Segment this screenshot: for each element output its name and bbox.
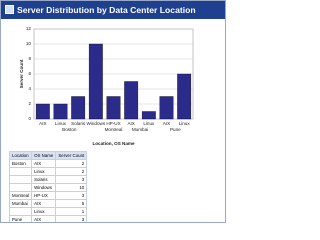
x-group-label: Montreal bbox=[105, 127, 123, 132]
x-group-label: Boston bbox=[62, 127, 77, 132]
table-row: Windows 10 bbox=[8, 183, 88, 192]
bar bbox=[141, 111, 156, 120]
bar bbox=[106, 96, 121, 120]
y-tick-label: 0 bbox=[28, 116, 31, 121]
table-row: Linux 2 bbox=[8, 167, 88, 176]
x-group-label: Pune bbox=[170, 127, 181, 132]
table-cell: Linux bbox=[31, 207, 57, 216]
x-tick-label: HP-UX bbox=[106, 121, 120, 126]
table-cell: 2 bbox=[55, 167, 88, 176]
table-row: Linux 1 bbox=[8, 207, 88, 216]
bar bbox=[124, 81, 139, 120]
table-cell: 3 bbox=[55, 215, 88, 222]
x-tick-label: Linux bbox=[143, 121, 155, 126]
table-cell: Linux bbox=[31, 167, 57, 176]
column-header: Server Count bbox=[55, 151, 88, 160]
y-tick-label: 10 bbox=[26, 41, 32, 46]
table-cell: Mumbai bbox=[8, 199, 33, 208]
chart-title: Server Distribution by Data Center Locat… bbox=[17, 5, 196, 15]
table-row: Montreal HP-UX 3 bbox=[8, 191, 88, 200]
x-group-label: Mumbai bbox=[132, 127, 148, 132]
table-row: Mumbai AIX 5 bbox=[8, 199, 88, 208]
data-table: Location OS Name Server Count Boston AIX 2 Lin… bbox=[8, 151, 88, 222]
table-cell: Boston bbox=[8, 159, 33, 168]
table-cell: 3 bbox=[55, 175, 88, 184]
table-cell: 5 bbox=[55, 199, 88, 208]
table-cell bbox=[8, 175, 33, 184]
y-tick-label: 8 bbox=[28, 56, 31, 61]
table-cell: AIX bbox=[31, 199, 57, 208]
icon bbox=[5, 5, 14, 14]
table-cell: 10 bbox=[55, 183, 88, 192]
table-row: Solaris 3 bbox=[8, 175, 88, 184]
table-cell: AIX bbox=[31, 159, 57, 168]
x-tick-label: AIX bbox=[127, 121, 134, 126]
bar bbox=[88, 43, 103, 120]
table-row: Boston AIX 2 bbox=[8, 159, 88, 168]
x-tick-label: Linux bbox=[55, 121, 67, 126]
x-tick-label: Linux bbox=[179, 121, 191, 126]
table-cell: Montreal bbox=[8, 191, 33, 200]
table-cell bbox=[8, 207, 33, 216]
bar bbox=[35, 103, 50, 120]
column-header: OS Name bbox=[31, 151, 57, 160]
table-cell: Pune bbox=[8, 215, 33, 222]
page: Server Distribution by Data Center Locat… bbox=[0, 0, 226, 223]
table-header: Location OS Name Server Count bbox=[8, 151, 88, 160]
table-cell: 2 bbox=[55, 159, 88, 168]
x-tick-label: AIX bbox=[39, 121, 46, 126]
table-cell: HP-UX bbox=[31, 191, 57, 200]
table-row: Pune AIX 3 bbox=[8, 215, 88, 222]
bar bbox=[53, 103, 68, 120]
table-cell: 3 bbox=[55, 191, 88, 200]
table-cell: AIX bbox=[31, 215, 57, 222]
bar bbox=[71, 96, 86, 120]
x-tick-label: AIX bbox=[163, 121, 170, 126]
title-bar: Server Distribution by Data Center Locat… bbox=[1, 1, 225, 19]
bar bbox=[159, 96, 174, 120]
table-cell: 1 bbox=[55, 207, 88, 216]
table-cell: Solaris bbox=[31, 175, 57, 184]
x-tick-label: Solaris bbox=[71, 121, 86, 126]
y-tick-label: 6 bbox=[28, 71, 31, 76]
x-axis-label: Location, OS Name bbox=[92, 141, 135, 146]
column-header: Location bbox=[8, 151, 33, 160]
y-tick-label: 12 bbox=[26, 26, 32, 31]
y-tick-label: 2 bbox=[28, 101, 31, 106]
table-cell bbox=[8, 167, 33, 176]
bar bbox=[177, 73, 192, 120]
chart: 0 2 4 6 8 10 12 Server Count Location, OS Name AI… bbox=[19, 26, 194, 146]
table-cell: Windows bbox=[31, 183, 57, 192]
y-tick-label: 4 bbox=[28, 86, 31, 91]
table-cell bbox=[8, 183, 33, 192]
x-tick-label: Windows bbox=[87, 121, 106, 126]
y-axis-label: Server Count bbox=[19, 59, 24, 88]
